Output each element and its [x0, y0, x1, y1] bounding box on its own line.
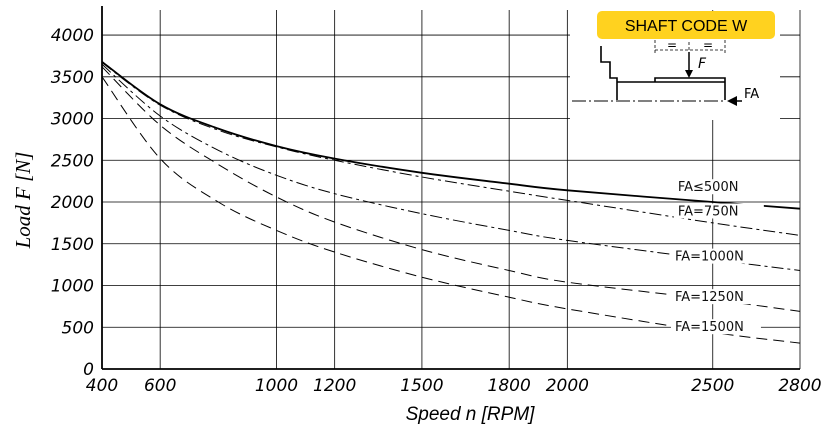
dimension-marks — [654, 40, 726, 54]
y-tick-label-1000: 1000 — [51, 277, 94, 297]
series-label-bg-2 — [670, 248, 761, 264]
x-tick-labels: 400 600 1000 1200 1500 1800 2000 2500 2800 — [86, 376, 822, 396]
y-tick-label-500: 500 — [62, 318, 94, 338]
x-tick-label-2800: 2800 — [778, 376, 821, 396]
series-label-0: FA≤500N — [678, 180, 739, 195]
curve-labels: FA≤500N FA=750N FA=1000N FA=1250N FA=1500N — [670, 179, 764, 335]
axial-force-arrowhead — [727, 96, 737, 106]
series-line-0 — [101, 61, 801, 210]
axial-force-label: FA — [744, 87, 759, 102]
series-label-3: FA=1250N — [675, 290, 744, 305]
shaft-outline — [600, 46, 726, 100]
axes — [101, 6, 800, 370]
series-label-bg-3 — [670, 289, 761, 305]
series-label-bg-4 — [670, 319, 761, 335]
curves — [101, 61, 801, 344]
series-label-1: FA=750N — [678, 204, 739, 219]
y-tick-label-4000: 4000 — [51, 26, 94, 46]
series-label-bg-1 — [673, 203, 764, 219]
radial-force-label: F — [698, 56, 707, 72]
x-axis-label: Speed n [RPM] — [406, 404, 536, 425]
x-tick-label-1200: 1200 — [313, 376, 356, 396]
y-tick-labels: 0 500 1000 1500 2000 2500 3000 3500 4000 — [51, 26, 94, 380]
radial-force-arrowhead — [685, 70, 693, 78]
series-label-bg-0 — [673, 179, 764, 195]
x-tick-label-400: 400 — [86, 376, 118, 396]
equal-mark-left: = — [667, 38, 677, 52]
x-tick-label-1000: 1000 — [255, 376, 298, 396]
y-tick-label-2500: 2500 — [51, 151, 94, 171]
y-axis-label: Load F [N] — [11, 152, 35, 250]
y-tick-label-2000: 2000 — [51, 193, 94, 213]
x-tick-label-600: 600 — [144, 376, 176, 396]
y-tick-label-3000: 3000 — [51, 110, 94, 130]
series-line-3 — [101, 66, 801, 312]
equal-mark-right: = — [703, 38, 713, 52]
series-label-2: FA=1000N — [675, 250, 744, 265]
series-line-4 — [101, 76, 801, 344]
series-label-4: FA=1500N — [675, 320, 744, 335]
x-tick-label-1800: 1800 — [488, 376, 531, 396]
y-tick-label-0: 0 — [83, 360, 94, 380]
y-tick-label-3500: 3500 — [51, 68, 94, 88]
y-tick-label-1500: 1500 — [51, 235, 94, 255]
x-tick-label-2000: 2000 — [546, 376, 589, 396]
shaft-diagram-inset: SHAFT CODE W = = F FA — [570, 11, 780, 120]
inset-title: SHAFT CODE W — [625, 18, 748, 35]
series-line-2 — [101, 63, 801, 271]
x-tick-label-2500: 2500 — [691, 376, 734, 396]
x-tick-label-1500: 1500 — [400, 376, 443, 396]
inset-title-badge — [597, 11, 775, 39]
